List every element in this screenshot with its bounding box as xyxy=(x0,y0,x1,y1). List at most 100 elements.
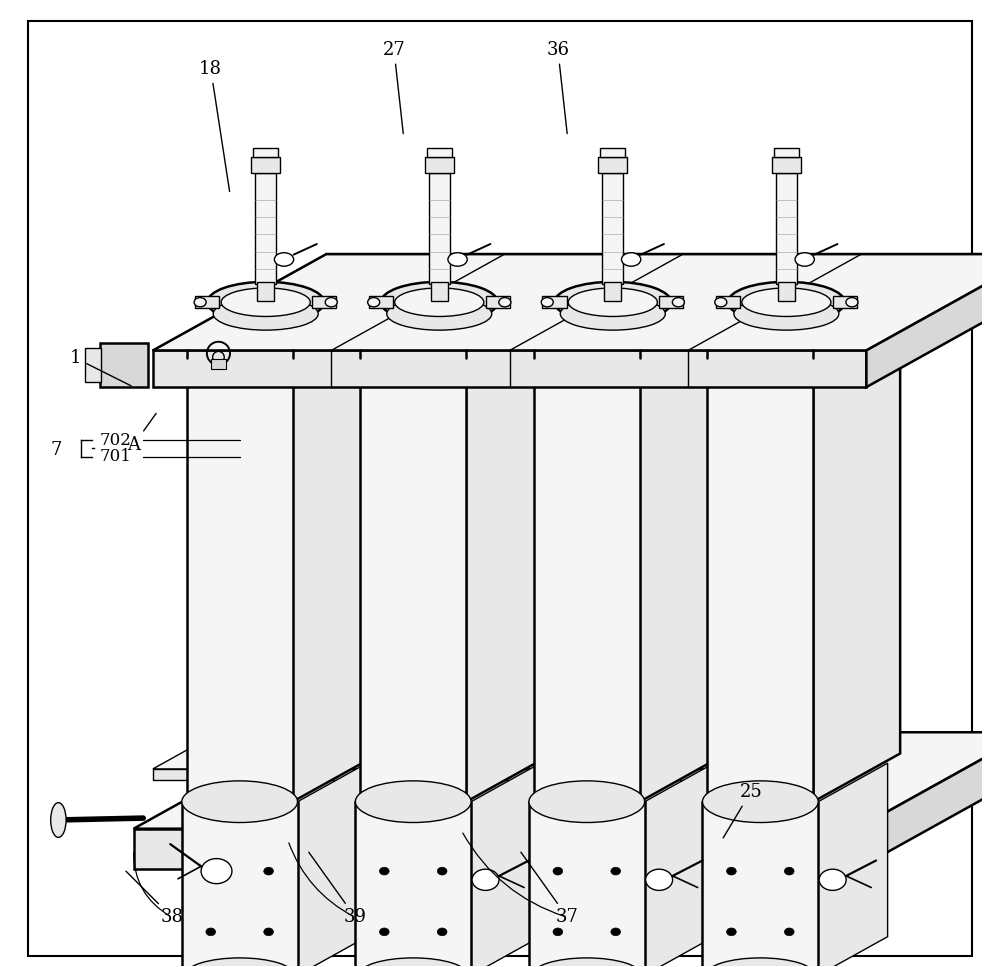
Ellipse shape xyxy=(727,867,736,875)
Bar xyxy=(559,766,571,790)
Text: 1: 1 xyxy=(70,349,131,386)
Text: A: A xyxy=(127,414,156,454)
Ellipse shape xyxy=(734,298,839,330)
Ellipse shape xyxy=(568,288,657,316)
Polygon shape xyxy=(153,254,1000,350)
Bar xyxy=(601,766,614,790)
Ellipse shape xyxy=(646,869,673,891)
Bar xyxy=(134,829,857,869)
Bar xyxy=(659,297,683,308)
Polygon shape xyxy=(866,254,1000,387)
Bar xyxy=(212,766,224,790)
Bar xyxy=(542,297,567,308)
Ellipse shape xyxy=(448,252,467,266)
Ellipse shape xyxy=(387,298,492,330)
Ellipse shape xyxy=(611,928,621,936)
Ellipse shape xyxy=(727,928,736,936)
Ellipse shape xyxy=(621,252,641,266)
Ellipse shape xyxy=(672,298,684,307)
Bar xyxy=(776,173,797,283)
Bar xyxy=(182,802,298,967)
Polygon shape xyxy=(471,763,540,967)
Ellipse shape xyxy=(472,869,499,891)
Ellipse shape xyxy=(201,859,232,884)
Bar xyxy=(427,148,452,158)
Ellipse shape xyxy=(221,288,310,316)
Ellipse shape xyxy=(206,867,216,875)
Bar xyxy=(360,358,466,802)
Ellipse shape xyxy=(379,867,389,875)
Ellipse shape xyxy=(437,867,447,875)
Polygon shape xyxy=(640,310,727,802)
Bar xyxy=(425,158,454,173)
Polygon shape xyxy=(153,720,866,769)
Ellipse shape xyxy=(358,958,468,967)
Ellipse shape xyxy=(182,781,298,823)
Ellipse shape xyxy=(554,281,671,323)
Ellipse shape xyxy=(207,281,324,323)
Polygon shape xyxy=(818,763,888,967)
Ellipse shape xyxy=(437,928,447,936)
Polygon shape xyxy=(293,310,379,802)
Bar xyxy=(153,769,780,780)
Ellipse shape xyxy=(553,867,563,875)
Ellipse shape xyxy=(213,298,318,330)
Ellipse shape xyxy=(784,867,794,875)
Ellipse shape xyxy=(368,298,380,307)
Bar xyxy=(312,297,336,308)
Bar xyxy=(255,173,276,283)
Ellipse shape xyxy=(381,281,498,323)
Polygon shape xyxy=(857,732,1000,869)
Text: 701: 701 xyxy=(100,448,132,465)
Bar xyxy=(534,358,640,802)
Ellipse shape xyxy=(185,958,295,967)
Text: 27: 27 xyxy=(383,41,405,133)
Polygon shape xyxy=(466,310,553,802)
Ellipse shape xyxy=(529,781,645,823)
Ellipse shape xyxy=(702,781,818,823)
Polygon shape xyxy=(298,763,367,967)
Bar xyxy=(253,148,278,158)
Ellipse shape xyxy=(705,958,815,967)
Ellipse shape xyxy=(553,928,563,936)
Bar xyxy=(369,297,393,308)
Bar xyxy=(707,358,813,802)
Bar xyxy=(602,173,623,283)
Bar xyxy=(774,148,799,158)
Bar xyxy=(604,281,621,301)
Bar xyxy=(187,358,293,802)
Ellipse shape xyxy=(784,928,794,936)
Text: 18: 18 xyxy=(199,60,230,191)
Ellipse shape xyxy=(499,298,511,307)
Bar xyxy=(775,766,787,790)
Bar xyxy=(251,158,280,173)
Ellipse shape xyxy=(795,252,814,266)
Bar xyxy=(385,766,398,790)
Text: 25: 25 xyxy=(723,783,762,837)
Bar xyxy=(486,297,510,308)
Ellipse shape xyxy=(715,298,727,307)
Ellipse shape xyxy=(194,298,206,307)
Text: 37: 37 xyxy=(521,852,579,926)
Ellipse shape xyxy=(355,781,471,823)
Polygon shape xyxy=(134,732,1000,829)
Ellipse shape xyxy=(541,298,553,307)
Ellipse shape xyxy=(274,252,294,266)
Bar xyxy=(211,359,226,368)
Bar xyxy=(429,173,450,283)
Ellipse shape xyxy=(206,928,216,936)
Ellipse shape xyxy=(819,869,846,891)
Bar xyxy=(772,158,801,173)
Bar xyxy=(257,281,274,301)
Ellipse shape xyxy=(611,867,621,875)
Bar xyxy=(732,766,745,790)
Bar xyxy=(529,802,645,967)
Ellipse shape xyxy=(728,281,845,323)
Text: 39: 39 xyxy=(309,852,367,926)
Bar xyxy=(600,148,625,158)
Bar xyxy=(431,281,448,301)
Text: 36: 36 xyxy=(546,41,569,133)
Ellipse shape xyxy=(532,958,642,967)
Text: 38: 38 xyxy=(126,871,184,926)
Bar xyxy=(254,766,267,790)
